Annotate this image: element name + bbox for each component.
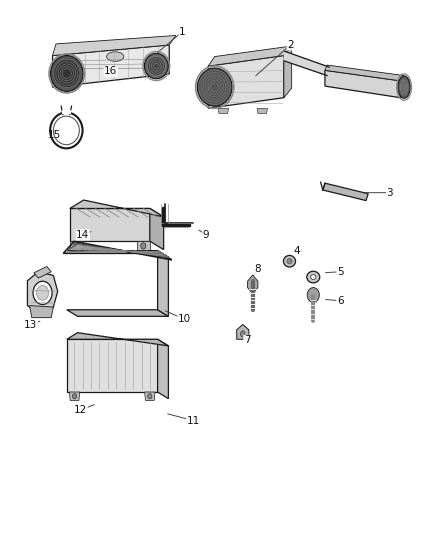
Polygon shape xyxy=(257,108,268,114)
Ellipse shape xyxy=(145,53,168,79)
Text: 8: 8 xyxy=(254,264,261,274)
Text: 3: 3 xyxy=(386,188,393,198)
Text: 11: 11 xyxy=(187,416,200,425)
Polygon shape xyxy=(34,266,51,278)
Ellipse shape xyxy=(106,52,124,61)
Ellipse shape xyxy=(398,76,410,98)
Polygon shape xyxy=(323,183,368,200)
Text: 6: 6 xyxy=(337,296,343,306)
Text: 7: 7 xyxy=(244,335,251,345)
Polygon shape xyxy=(325,65,404,81)
Polygon shape xyxy=(67,244,168,257)
Text: 2: 2 xyxy=(287,40,293,50)
Polygon shape xyxy=(137,241,150,251)
Polygon shape xyxy=(30,305,53,318)
Circle shape xyxy=(33,281,52,304)
Polygon shape xyxy=(325,70,401,98)
Polygon shape xyxy=(67,340,158,392)
Polygon shape xyxy=(145,392,155,400)
Circle shape xyxy=(141,243,146,249)
Circle shape xyxy=(72,393,77,399)
Polygon shape xyxy=(208,55,284,108)
Ellipse shape xyxy=(53,59,80,88)
Polygon shape xyxy=(218,108,229,114)
Polygon shape xyxy=(53,45,169,87)
Circle shape xyxy=(148,393,152,399)
Text: 5: 5 xyxy=(337,267,343,277)
Polygon shape xyxy=(70,200,164,217)
Ellipse shape xyxy=(287,259,292,264)
Circle shape xyxy=(74,243,79,249)
Polygon shape xyxy=(158,251,168,317)
Polygon shape xyxy=(70,208,150,241)
Polygon shape xyxy=(208,46,292,66)
Text: 13: 13 xyxy=(24,319,38,329)
Polygon shape xyxy=(69,392,80,400)
Text: 16: 16 xyxy=(104,66,117,76)
Polygon shape xyxy=(67,333,168,346)
Text: 1: 1 xyxy=(179,27,186,37)
Polygon shape xyxy=(284,46,292,98)
Text: 14: 14 xyxy=(76,230,89,240)
Polygon shape xyxy=(284,51,329,76)
Text: 12: 12 xyxy=(74,405,87,415)
Polygon shape xyxy=(237,325,249,340)
Ellipse shape xyxy=(198,68,232,106)
Ellipse shape xyxy=(283,255,296,267)
Ellipse shape xyxy=(240,331,245,337)
Circle shape xyxy=(307,288,319,302)
Text: 4: 4 xyxy=(293,246,300,256)
Circle shape xyxy=(36,286,49,300)
Polygon shape xyxy=(28,272,58,314)
Polygon shape xyxy=(70,241,83,251)
Polygon shape xyxy=(247,275,258,294)
Text: 10: 10 xyxy=(178,314,191,324)
Polygon shape xyxy=(158,340,168,399)
Ellipse shape xyxy=(147,56,166,76)
Text: 9: 9 xyxy=(203,230,209,240)
Ellipse shape xyxy=(307,271,320,283)
Polygon shape xyxy=(150,208,164,249)
Polygon shape xyxy=(67,310,168,317)
Ellipse shape xyxy=(50,55,83,91)
Ellipse shape xyxy=(311,274,316,279)
Polygon shape xyxy=(53,36,176,55)
Text: 15: 15 xyxy=(48,130,61,140)
